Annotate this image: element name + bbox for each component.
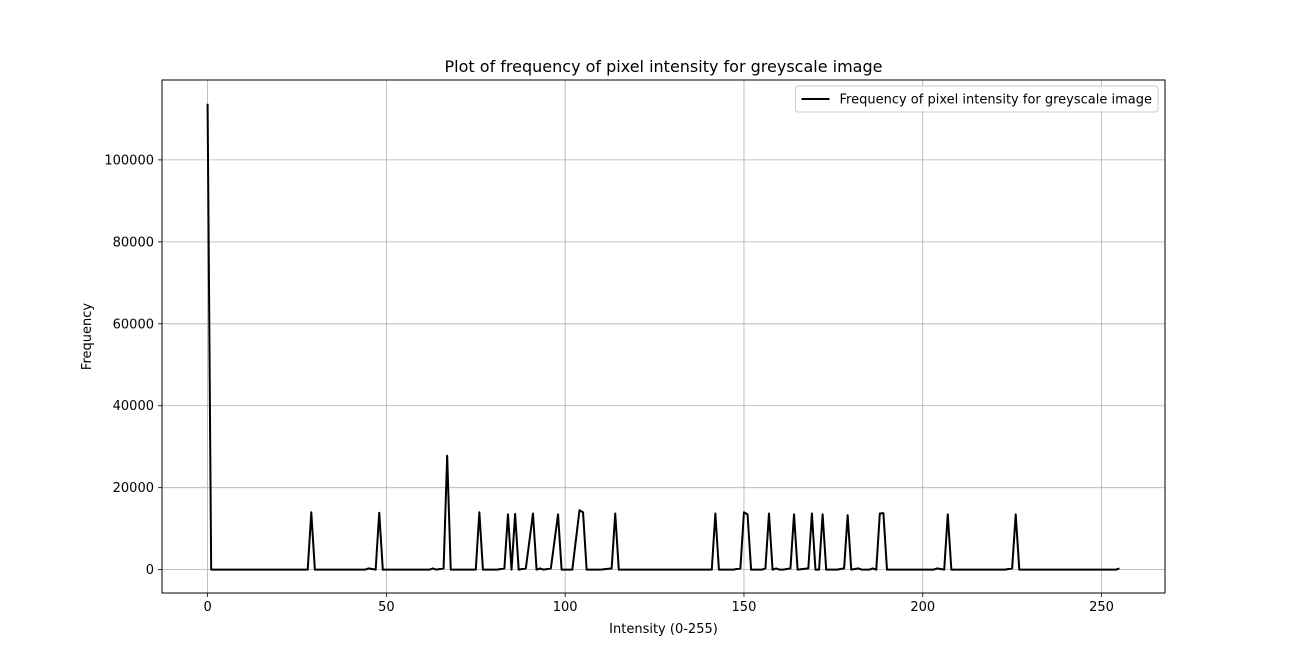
y-tick-label: 0 xyxy=(146,563,154,578)
x-tick-label: 150 xyxy=(732,600,757,615)
series-layer xyxy=(206,103,1120,571)
x-tick-label: 250 xyxy=(1089,600,1114,615)
legend-label: Frequency of pixel intensity for greysca… xyxy=(840,93,1152,108)
y-tick-label: 40000 xyxy=(113,399,154,414)
x-tick-label: 200 xyxy=(910,600,935,615)
x-axis-title: Intensity (0-255) xyxy=(609,622,718,637)
plot-frame xyxy=(161,79,1166,594)
x-tick-label: 100 xyxy=(553,600,578,615)
y-tick-label: 60000 xyxy=(113,317,154,332)
y-tick-label: 80000 xyxy=(113,235,154,250)
x-tick-label: 0 xyxy=(203,600,211,615)
y-axis-title: Frequency xyxy=(80,303,95,370)
legend-box xyxy=(795,85,1159,113)
y-tick-label: 20000 xyxy=(113,481,154,496)
legend: Frequency of pixel intensity for greysca… xyxy=(795,85,1159,113)
ticks: 0 50 100 150 200 250 0 20000 40000 60000 80000 1000… xyxy=(104,153,1114,615)
series-line xyxy=(206,103,1120,571)
x-tick-label: 50 xyxy=(378,600,395,615)
chart-title: Plot of frequency of pixel intensity for… xyxy=(445,57,883,76)
y-tick-label: 100000 xyxy=(104,153,154,168)
